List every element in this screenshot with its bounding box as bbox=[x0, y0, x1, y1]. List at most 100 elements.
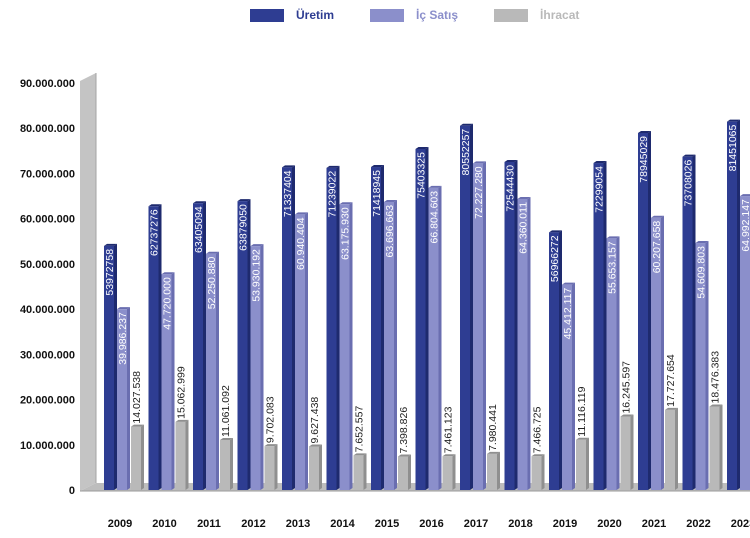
data-label: 71337404 bbox=[282, 170, 294, 217]
bar-top-ic-satis bbox=[651, 215, 664, 218]
data-label: 64.360.011 bbox=[518, 202, 530, 254]
bar-ihracat bbox=[442, 456, 453, 490]
data-label: 64.992.147 bbox=[740, 199, 750, 252]
y-tick-label: 90.000.000 bbox=[20, 78, 75, 90]
data-label: 9.702.083 bbox=[265, 396, 277, 443]
data-label: 73708026 bbox=[683, 160, 695, 207]
data-label: 81451065 bbox=[727, 125, 739, 172]
legend-item-ihracat: İhracat bbox=[494, 8, 579, 22]
data-label: 16.245.597 bbox=[621, 361, 633, 414]
data-label: 75403325 bbox=[416, 152, 428, 199]
bar-uretim bbox=[282, 167, 292, 490]
bar-top-ihracat bbox=[175, 419, 189, 422]
bar-ic-satis bbox=[250, 246, 261, 490]
bar-top-ic-satis bbox=[517, 196, 531, 199]
y-tick-label: 80.000.000 bbox=[20, 123, 75, 135]
bar-side-ic-satis bbox=[616, 236, 620, 490]
bar-top-uretim bbox=[104, 243, 117, 246]
y-tick-label: 10.000.000 bbox=[20, 440, 75, 452]
bar-top-ihracat bbox=[709, 404, 723, 407]
bar-top-ihracat bbox=[487, 451, 500, 454]
data-label: 56966272 bbox=[549, 235, 561, 282]
bar-side-ic-satis bbox=[572, 282, 575, 490]
bar-top-ic-satis bbox=[206, 251, 219, 254]
bar-ic-satis bbox=[206, 253, 216, 490]
bar-ic-satis bbox=[117, 309, 127, 490]
bar-top-uretim bbox=[282, 165, 295, 168]
bar-top-ic-satis bbox=[473, 161, 486, 164]
data-label: 9.627.438 bbox=[309, 397, 321, 444]
legend: Üretim İç Satış İhracat bbox=[250, 7, 615, 23]
x-tick-label: 2012 bbox=[241, 518, 265, 530]
bar-side-uretim bbox=[737, 119, 740, 490]
bar-uretim bbox=[415, 149, 426, 491]
legend-label-ic-satis: İç Satış bbox=[416, 8, 459, 22]
bar-uretim bbox=[638, 132, 648, 490]
bar-ihracat bbox=[131, 426, 141, 490]
bar-side-ihracat bbox=[452, 454, 456, 490]
bar-ic-satis bbox=[651, 217, 661, 490]
bar-ihracat bbox=[175, 421, 186, 490]
bar-top-ic-satis bbox=[117, 307, 130, 310]
bar-uretim bbox=[326, 167, 337, 490]
data-label: 54.609.803 bbox=[696, 246, 708, 299]
legend-label-uretim: Üretim bbox=[296, 8, 335, 22]
bar-top-ic-satis bbox=[250, 244, 264, 247]
bar-top-ic-satis bbox=[606, 236, 620, 239]
bar-side-uretim bbox=[514, 159, 518, 490]
bar-side-ihracat bbox=[141, 424, 144, 490]
data-label: 63.696.663 bbox=[384, 205, 396, 258]
bar-ihracat bbox=[398, 456, 408, 490]
legend-item-ic-satis: İç Satış bbox=[370, 8, 458, 22]
data-label: 71239022 bbox=[327, 171, 339, 218]
bar-ic-satis bbox=[295, 214, 305, 491]
bar-top-ihracat bbox=[220, 437, 233, 440]
bar-side-ic-satis bbox=[127, 307, 130, 490]
legend-swatch-ic-satis bbox=[370, 8, 405, 22]
data-label: 60.940.404 bbox=[295, 217, 307, 270]
bar-uretim bbox=[504, 161, 515, 490]
bar-ic-satis bbox=[517, 198, 528, 491]
data-label: 7.466.725 bbox=[532, 406, 544, 453]
data-label: 11.061.092 bbox=[220, 385, 232, 437]
bar-uretim bbox=[682, 156, 693, 490]
data-label: 71418945 bbox=[371, 170, 383, 217]
bar-top-ihracat bbox=[665, 407, 678, 410]
x-tick-label: 2018 bbox=[508, 518, 532, 530]
bar-side-ihracat bbox=[363, 453, 367, 490]
bar-top-uretim bbox=[593, 161, 607, 164]
bar-top-ihracat bbox=[576, 437, 589, 440]
bar-ihracat bbox=[576, 439, 586, 490]
bar-top-ihracat bbox=[131, 424, 144, 427]
data-label: 45.412.117 bbox=[562, 287, 574, 339]
x-tick-label: 2009 bbox=[108, 518, 132, 530]
x-tick-label: 2010 bbox=[152, 518, 176, 530]
bar-ihracat bbox=[309, 446, 319, 490]
bar-uretim bbox=[148, 206, 159, 491]
data-label: 53972758 bbox=[104, 249, 116, 296]
bar-ihracat bbox=[531, 456, 542, 490]
data-label: 39.986.237 bbox=[117, 312, 129, 365]
bar-side-uretim bbox=[425, 147, 429, 491]
bar-ic-satis bbox=[384, 201, 394, 491]
data-label: 78945029 bbox=[638, 136, 650, 183]
x-tick-label: 2017 bbox=[464, 518, 488, 530]
bar-side-ic-satis bbox=[216, 251, 219, 490]
x-tick-label: 2019 bbox=[553, 518, 577, 530]
bar-top-uretim bbox=[638, 130, 651, 133]
bar-top-ic-satis bbox=[695, 241, 709, 244]
bar-side-uretim bbox=[470, 123, 473, 490]
bar-side-ic-satis bbox=[394, 199, 397, 491]
bar-side-ic-satis bbox=[661, 215, 664, 490]
data-label: 72.227.280 bbox=[473, 166, 485, 219]
bar-top-ic-satis bbox=[562, 282, 575, 285]
bar-top-uretim bbox=[371, 165, 384, 168]
data-label: 47.720.000 bbox=[162, 277, 174, 330]
bar-side-uretim bbox=[559, 230, 562, 490]
bar-side-uretim bbox=[292, 165, 295, 490]
bar-side-uretim bbox=[247, 199, 251, 490]
bar-side-ic-satis bbox=[705, 241, 709, 490]
bar-side-ic-satis bbox=[260, 244, 264, 490]
bar-top-ic-satis bbox=[161, 272, 175, 275]
x-tick-label: 2014 bbox=[330, 518, 355, 530]
